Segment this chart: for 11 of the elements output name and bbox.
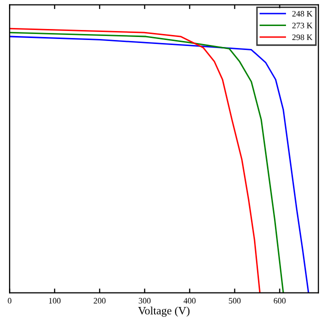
x-tick-label: 300	[138, 298, 151, 304]
x-tick-label: 100	[49, 298, 61, 304]
legend-label: 273 K	[292, 22, 312, 28]
x-tick-label: 500	[228, 298, 241, 304]
x-tick-label: 0	[8, 298, 12, 304]
legend-label: 298 K	[292, 34, 312, 40]
x-tick-label: 600	[274, 298, 286, 304]
x-tick-label: 400	[184, 298, 196, 304]
legend-label: 248 K	[292, 10, 312, 17]
x-tick-label: 200	[94, 298, 106, 304]
x-axis-title: Voltage (V)	[138, 306, 190, 317]
